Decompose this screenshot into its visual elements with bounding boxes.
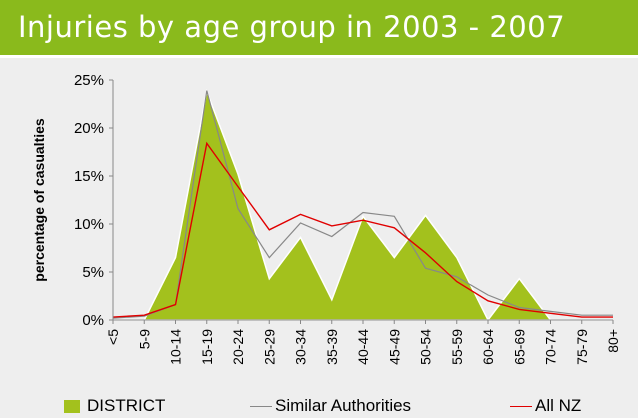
- x-tick-label: 5-9: [136, 329, 152, 349]
- y-tick-label: 0%: [82, 312, 104, 329]
- x-tick-label: 25-29: [261, 329, 277, 365]
- title-bar: Injuries by age group in 2003 - 2007: [0, 0, 638, 58]
- x-tick-label: 10-14: [168, 329, 184, 365]
- y-tick-label: 15%: [74, 168, 104, 185]
- y-tick-label: 20%: [74, 120, 104, 137]
- x-tick-label: 20-24: [230, 329, 246, 365]
- x-tick-label: 65-69: [511, 329, 527, 365]
- chart-title: Injuries by age group in 2003 - 2007: [18, 10, 566, 44]
- x-tick-label: 55-59: [449, 329, 465, 365]
- y-tick-label: 10%: [74, 216, 104, 233]
- legend-item-district: DISTRICT: [64, 396, 165, 416]
- legend-label-similar: Similar Authorities: [275, 396, 412, 415]
- x-tick-label: 30-34: [293, 329, 309, 365]
- x-tick-label: 80+: [605, 329, 621, 353]
- series-line-similar-authorities: [112, 90, 613, 319]
- legend: DISTRICT Similar Authorities All NZ: [0, 394, 638, 418]
- x-tick-label: <5: [105, 329, 121, 345]
- y-tick-label: 25%: [74, 72, 104, 89]
- legend-item-allnz: All NZ: [510, 396, 581, 416]
- chart-canvas: 0% 5% 10% 15% 20% 25% <5 5-9 10-14 15-19 20-24 25-2…: [31, 72, 621, 365]
- x-tick-label: 60-64: [480, 329, 496, 365]
- series-area-district: [113, 88, 613, 322]
- legend-line-allnz: [510, 405, 532, 407]
- legend-label-district: DISTRICT: [87, 396, 166, 415]
- series-line-all-nz: [112, 141, 613, 318]
- x-tick-label: 40-44: [355, 329, 371, 365]
- x-tick-label: 35-39: [324, 329, 340, 365]
- legend-label-allnz: All NZ: [535, 396, 582, 415]
- x-tick-label: 75-79: [574, 329, 590, 365]
- x-tick-label: 70-74: [543, 329, 559, 365]
- legend-item-similar: Similar Authorities: [250, 396, 411, 416]
- y-tick-label: 5%: [82, 264, 104, 281]
- y-axis-title: percentage of casualties: [31, 118, 47, 282]
- legend-swatch-district: [64, 399, 80, 413]
- legend-line-similar: [250, 405, 272, 407]
- x-tick-label: 15-19: [199, 329, 215, 365]
- x-tick-label: 50-54: [418, 329, 434, 365]
- x-tick-label: 45-49: [386, 329, 402, 365]
